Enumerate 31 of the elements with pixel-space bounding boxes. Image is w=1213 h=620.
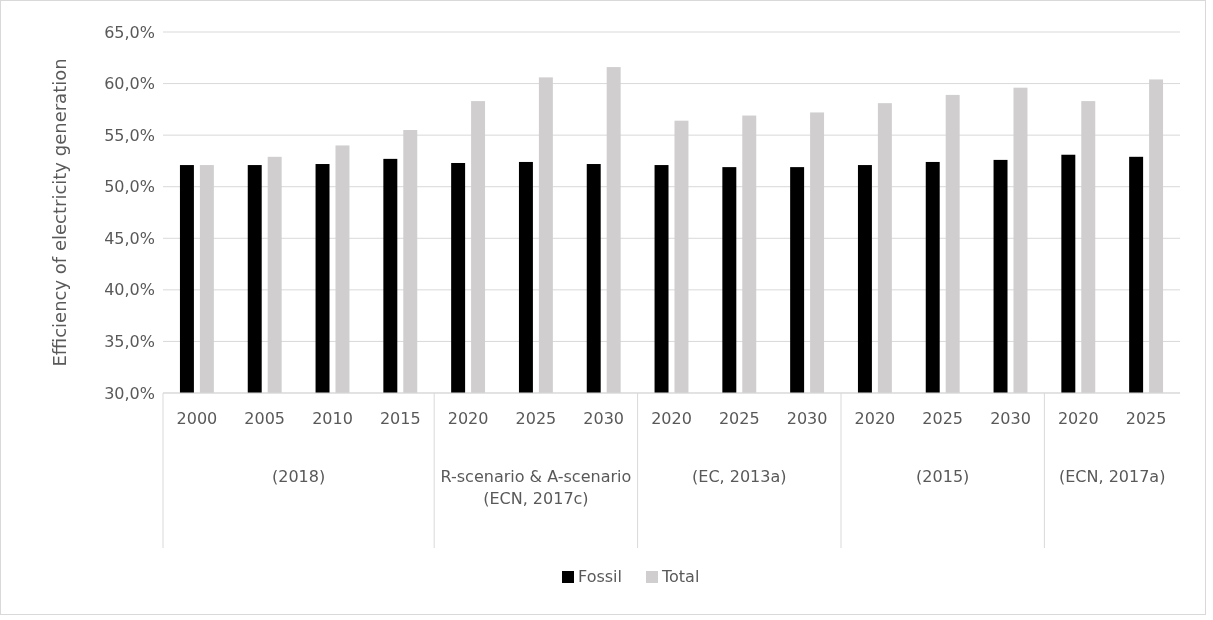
- x-tick-label: 2020: [1057, 409, 1099, 428]
- y-tick-label: 50,0%: [104, 177, 155, 197]
- y-tick-label: 30,0%: [104, 383, 155, 403]
- x-tick-label: 2030: [990, 409, 1031, 428]
- x-tick-label: 2020: [854, 409, 896, 428]
- legend-label: Fossil: [578, 567, 622, 586]
- x-tick-label: 2020: [651, 409, 692, 428]
- x-tick-label: 2030: [583, 409, 625, 428]
- text: R-scenario & A-scenario (ECN, 2017c): [440, 467, 632, 508]
- text: (EC, 2013a): [692, 467, 787, 486]
- y-tick-label: 55,0%: [104, 125, 155, 145]
- x-tick-label: 2030: [786, 409, 828, 428]
- x-tick-label: 2025: [1125, 409, 1167, 428]
- y-tick-label: 65,0%: [104, 22, 155, 42]
- legend-label: Total: [661, 567, 700, 586]
- y-tick-label: 35,0%: [104, 332, 155, 352]
- y-tick-label: 40,0%: [104, 280, 155, 300]
- x-tick-label: 2015: [379, 409, 421, 428]
- x-tick-label: 2010: [312, 409, 353, 428]
- text: (2015): [916, 467, 970, 486]
- x-tick-label: 2000: [176, 409, 218, 428]
- y-tick-label: 60,0%: [104, 74, 155, 94]
- y-axis-title: Efficiency of electricity generation: [49, 58, 70, 367]
- x-tick-label: 2025: [922, 409, 964, 428]
- x-tick-label: 2025: [718, 409, 760, 428]
- text: (ECN, 2017a): [1058, 467, 1166, 486]
- x-tick-label: 2005: [244, 409, 286, 428]
- x-tick-label: 2020: [447, 409, 489, 428]
- text: (2018): [272, 467, 326, 486]
- x-tick-label: 2025: [515, 409, 557, 428]
- y-tick-label: 45,0%: [104, 228, 155, 248]
